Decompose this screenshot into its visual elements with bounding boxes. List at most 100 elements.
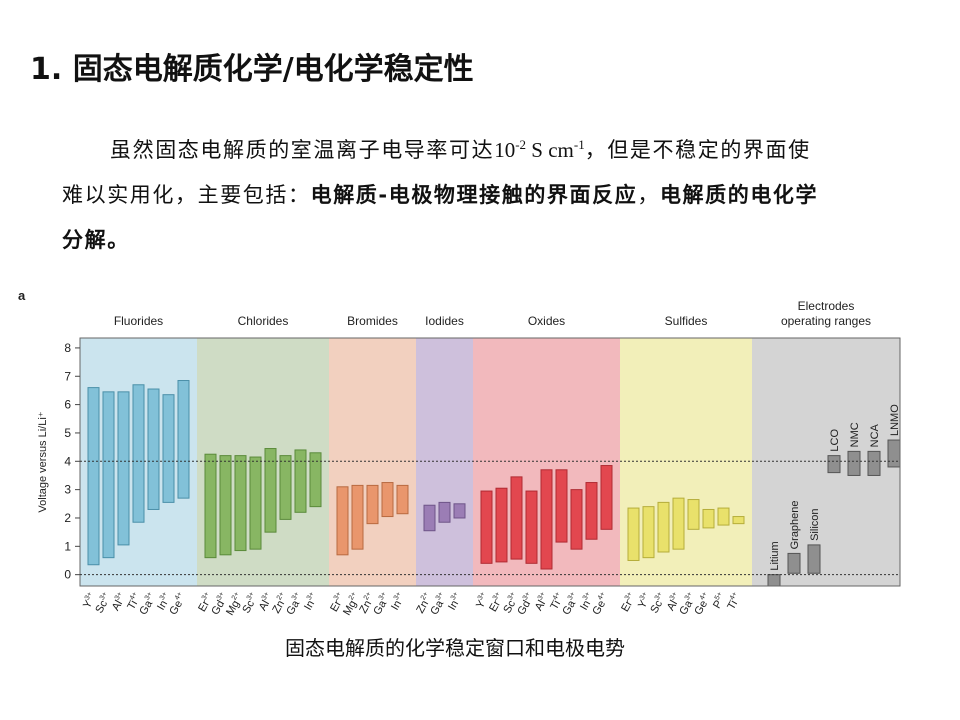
x-tick-label: Sc3+ <box>239 591 261 616</box>
range-bar <box>687 499 700 530</box>
element-charge: 2+ <box>276 591 286 601</box>
element-symbol: Ga <box>371 598 389 617</box>
text-run: S cm <box>526 138 574 162</box>
range-bar <box>102 391 115 559</box>
element-charge: 3+ <box>84 591 94 601</box>
element-charge: 3+ <box>378 591 388 601</box>
element-charge: 3+ <box>246 591 256 601</box>
element-charge: 3+ <box>144 591 154 601</box>
element-symbol: Ge <box>692 598 710 617</box>
range-bar <box>627 507 640 561</box>
range-bar <box>480 490 493 564</box>
electrode-label: Silicon <box>809 508 821 540</box>
x-tick-label: Ti4+ <box>724 591 744 612</box>
element-symbol: Sc <box>501 598 518 616</box>
range-bar <box>495 487 508 563</box>
element-charge: 3+ <box>537 591 547 601</box>
element-charge: 3+ <box>306 591 316 601</box>
element-charge: 5+ <box>714 591 724 601</box>
element-charge: 4+ <box>129 591 139 601</box>
range-bar <box>453 503 466 519</box>
range-bar <box>525 490 538 564</box>
range-bar <box>87 387 100 566</box>
element-charge: 3+ <box>684 591 694 601</box>
group-label: Sulfides <box>665 314 708 328</box>
element-symbol: Mg <box>341 598 359 617</box>
element-symbol: Ga <box>137 598 155 617</box>
element-charge: 4+ <box>174 591 184 601</box>
element-charge: 3+ <box>477 591 487 601</box>
text-run: ， <box>637 183 660 207</box>
group-background <box>197 338 329 586</box>
range-bar <box>423 504 436 532</box>
range-bar <box>396 484 409 515</box>
element-symbol: Zn <box>414 598 431 615</box>
element-symbol: Ga <box>677 598 695 617</box>
group-label: Fluorides <box>114 314 163 328</box>
element-symbol: Ge <box>167 598 185 617</box>
element-symbol: Ga <box>284 598 302 617</box>
element-charge: 3+ <box>624 591 634 601</box>
plot-frame <box>79 337 901 587</box>
element-charge: 3+ <box>582 591 592 601</box>
x-tick-label: Sc3+ <box>92 591 114 616</box>
text-run: -2 <box>515 137 527 152</box>
group-label: Electrodes <box>798 299 855 313</box>
x-tick-label: Zn2+ <box>269 591 291 616</box>
x-tick-label: In3+ <box>388 591 408 612</box>
element-symbol: Ge <box>590 598 608 617</box>
electrode-label: Litium <box>769 541 781 570</box>
element-symbol: Mg <box>224 598 242 617</box>
electrode-label: NCA <box>869 423 881 447</box>
range-bar <box>767 574 781 587</box>
element-charge: 4+ <box>729 591 739 601</box>
group-label: Bromides <box>347 314 398 328</box>
x-tick-label: Sc3+ <box>500 591 522 616</box>
range-bar <box>642 506 655 559</box>
panel-label: a <box>18 288 26 303</box>
element-charge: 2+ <box>420 591 430 601</box>
range-bar <box>555 469 568 543</box>
element-charge: 3+ <box>450 591 460 601</box>
y-tick-label: 6 <box>64 398 71 412</box>
element-charge: 2+ <box>363 591 373 601</box>
range-bar <box>570 489 583 550</box>
electrode-label: NMC <box>849 422 861 447</box>
range-bar <box>381 482 394 518</box>
range-bar <box>717 507 730 526</box>
range-bar <box>540 469 553 570</box>
y-tick-label: 2 <box>64 511 71 525</box>
element-symbol: Zn <box>357 598 374 615</box>
element-charge: 2+ <box>348 591 358 601</box>
chart: aFluoridesY3+Sc3+Al3+Ti4+Ga3+In3+Ge4+Chl… <box>18 288 901 618</box>
x-tick-label: In3+ <box>301 591 321 612</box>
range-bar <box>249 456 262 550</box>
range-bar <box>234 455 247 552</box>
range-bar <box>309 452 322 508</box>
element-charge: 4+ <box>699 591 709 601</box>
range-bar <box>657 501 670 553</box>
element-charge: 2+ <box>231 591 241 601</box>
element-symbol: Ga <box>428 598 446 617</box>
x-tick-label: Er3+ <box>618 591 639 614</box>
element-symbol: Sc <box>240 598 257 616</box>
group-label: Oxides <box>528 314 565 328</box>
range-bar <box>294 449 307 513</box>
y-tick-label: 1 <box>64 539 71 553</box>
x-tick-label: Ge4+ <box>167 591 190 617</box>
group-label: Chlorides <box>238 314 289 328</box>
group-label: operating ranges <box>781 314 871 328</box>
range-bar <box>366 484 379 525</box>
element-charge: 3+ <box>99 591 109 601</box>
element-charge: 3+ <box>114 591 124 601</box>
element-charge: 3+ <box>291 591 301 601</box>
text-run: ，但是不稳定的界面使难以实用化，主要包括： <box>62 138 811 207</box>
electrode-label: LCO <box>829 429 841 452</box>
y-tick-label: 5 <box>64 426 71 440</box>
range-bar <box>162 394 175 503</box>
range-bar <box>600 465 613 530</box>
x-tick-label: Sc3+ <box>647 591 669 616</box>
range-bar <box>147 388 160 510</box>
element-charge: 3+ <box>639 591 649 601</box>
